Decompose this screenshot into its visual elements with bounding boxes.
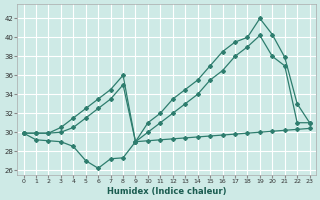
X-axis label: Humidex (Indice chaleur): Humidex (Indice chaleur) xyxy=(107,187,226,196)
